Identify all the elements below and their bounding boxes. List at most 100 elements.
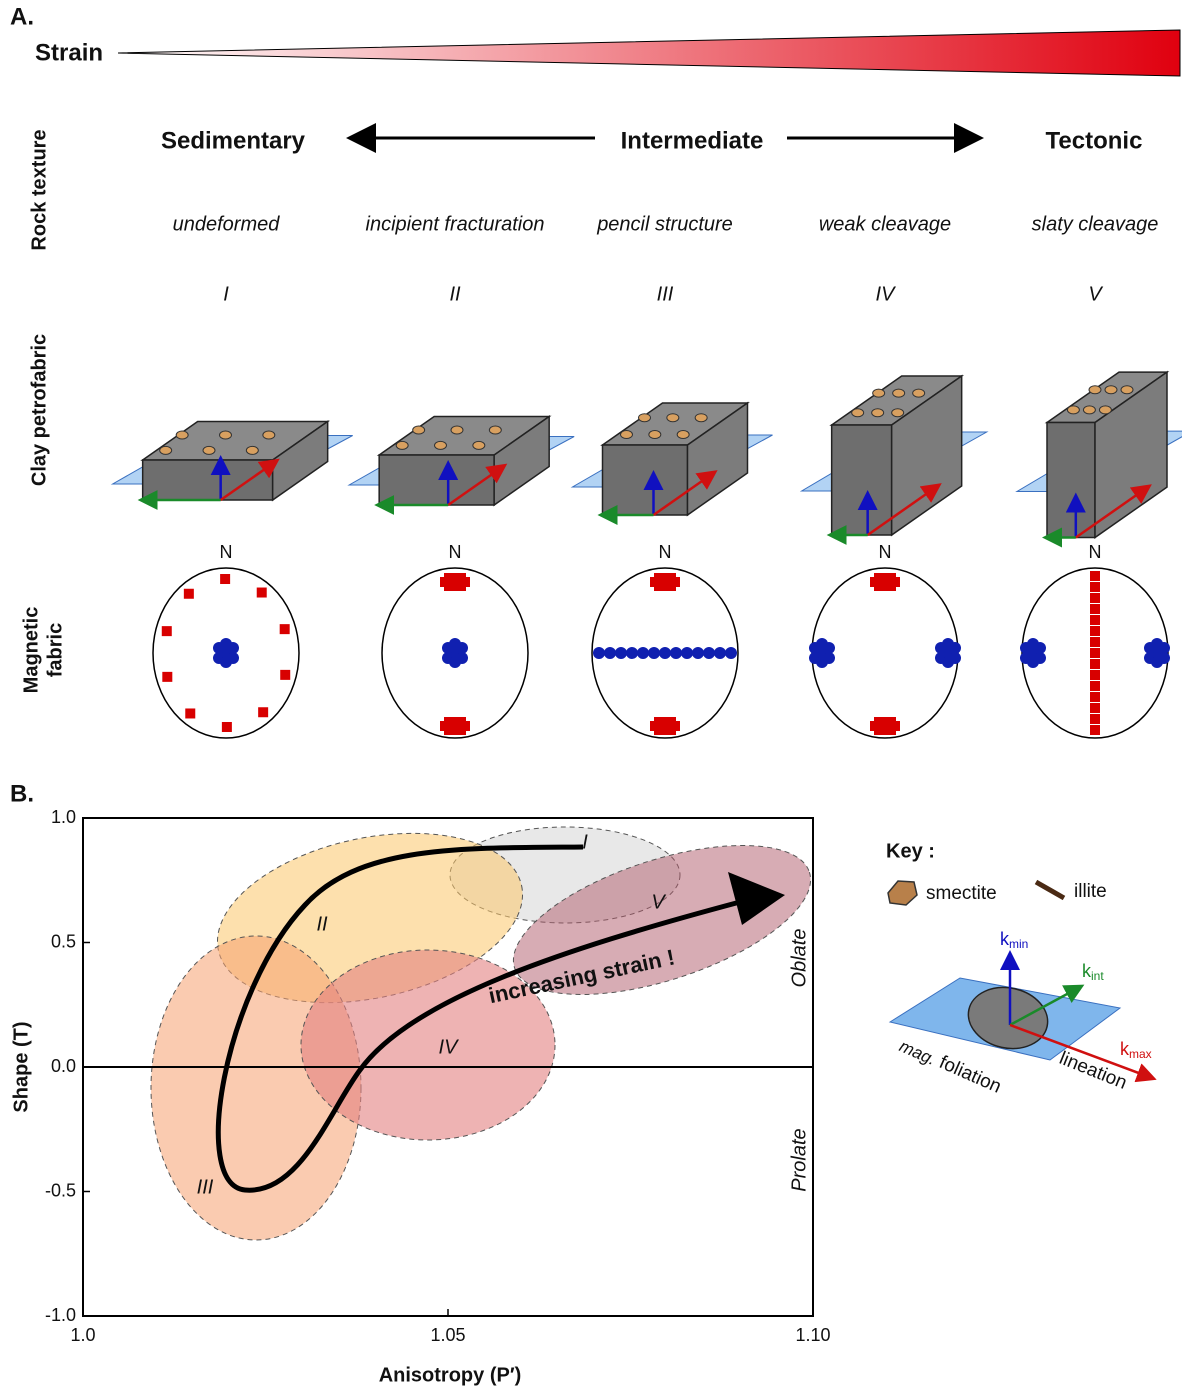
kmax-point xyxy=(1090,725,1100,735)
kmin-point xyxy=(604,647,616,659)
kmax-point xyxy=(1090,593,1100,603)
kmin-point xyxy=(659,647,671,659)
texture-class: Sedimentary xyxy=(161,127,306,154)
texture-name: weak cleavage xyxy=(819,213,951,235)
kmax-point xyxy=(460,577,470,587)
north-label: N xyxy=(659,542,672,562)
k-min-label: kmin xyxy=(1000,929,1028,951)
row-label: Magnetic xyxy=(20,607,42,694)
region-label: II xyxy=(316,913,328,935)
kmin-point xyxy=(942,656,954,668)
kmax-point xyxy=(890,577,900,587)
stage-numeral: IV xyxy=(876,283,897,305)
kmax-point xyxy=(440,721,450,731)
stage-numeral: III xyxy=(657,283,674,305)
kmax-point xyxy=(450,581,460,591)
panel-label: B. xyxy=(10,780,34,807)
smectite-grain xyxy=(489,426,501,434)
kmin-point xyxy=(703,647,715,659)
kmax-point xyxy=(1090,615,1100,625)
smectite-grain xyxy=(913,389,925,397)
kmin-point xyxy=(220,638,232,650)
smectite-grain xyxy=(892,409,904,417)
texture-class: Tectonic xyxy=(1046,127,1143,154)
kmax-point xyxy=(1090,692,1100,702)
smectite-grain xyxy=(263,431,275,439)
k-int-label: kint xyxy=(1082,961,1104,983)
kmin-point xyxy=(449,656,461,668)
kmax-point xyxy=(870,721,880,731)
kmax-point xyxy=(1090,648,1100,658)
kmax-point xyxy=(1090,659,1100,669)
kmin-point xyxy=(816,656,828,668)
row-label: Rock texture xyxy=(28,129,50,250)
north-label: N xyxy=(449,542,462,562)
kmax-point xyxy=(1090,703,1100,713)
smectite-grain xyxy=(677,431,689,439)
mag-label: mag. xyxy=(897,1036,939,1069)
smectite-grain xyxy=(451,426,463,434)
illite-label: illite xyxy=(1074,881,1107,902)
kmax-point xyxy=(162,626,172,636)
y-tick-label: -1.0 xyxy=(45,1305,76,1325)
smectite-grain xyxy=(203,446,215,454)
kmax-point xyxy=(258,707,268,717)
kmax-point xyxy=(460,721,470,731)
kmin-point xyxy=(1151,638,1163,650)
y-tick-label: -0.5 xyxy=(45,1180,76,1200)
smectite-grain xyxy=(1121,386,1133,394)
block-front xyxy=(1047,423,1095,538)
smectite-grain xyxy=(1099,406,1111,414)
y-tick-label: 0.0 xyxy=(51,1056,76,1076)
kmin-point xyxy=(615,647,627,659)
y-axis-title: Shape (T) xyxy=(10,1021,32,1112)
prolate-label: Prolate xyxy=(788,1128,810,1191)
smectite-grain xyxy=(639,414,651,422)
texture-name: undeformed xyxy=(173,213,281,235)
x-tick-label: 1.10 xyxy=(795,1325,830,1345)
kmax-point xyxy=(1090,714,1100,724)
block-front xyxy=(603,445,688,515)
smectite-grain xyxy=(621,431,633,439)
kmin-point xyxy=(714,647,726,659)
smectite-label: smectite xyxy=(926,883,997,904)
north-label: N xyxy=(879,542,892,562)
smectite-grain xyxy=(396,441,408,449)
kmax-point xyxy=(184,589,194,599)
texture-name: slaty cleavage xyxy=(1032,213,1159,235)
kmax-point xyxy=(1090,626,1100,636)
kmin-point xyxy=(648,647,660,659)
texture-name: pencil structure xyxy=(596,213,733,235)
kmax-point xyxy=(185,708,195,718)
kmax-point xyxy=(660,725,670,735)
kmax-point xyxy=(1090,637,1100,647)
kmin-point xyxy=(220,656,232,668)
block-front xyxy=(143,460,273,500)
stage-numeral: I xyxy=(223,283,229,305)
figure: A. Strain Rock texture Clay petrofabric … xyxy=(0,0,1182,1392)
y-tick-label: 0.5 xyxy=(51,931,76,951)
region-label: V xyxy=(651,891,666,913)
key-title: Key : xyxy=(886,840,935,862)
kmax-point xyxy=(670,577,680,587)
smectite-grain xyxy=(1089,386,1101,394)
kmin-point xyxy=(725,647,737,659)
oblate-label: Oblate xyxy=(788,929,810,988)
plot: IIIIIIIVVincreasing strain !OblateProlat… xyxy=(83,808,828,1316)
smectite-icon xyxy=(888,881,917,905)
kmax-point xyxy=(650,577,660,587)
y-tick-label: 1.0 xyxy=(51,807,76,827)
kmax-point xyxy=(222,722,232,732)
kmin-point xyxy=(449,638,461,650)
block-front xyxy=(379,455,494,505)
kmax-point xyxy=(220,574,230,584)
x-axis-title: Anisotropy (P′) xyxy=(379,1364,522,1386)
kmax-point xyxy=(890,721,900,731)
smectite-grain xyxy=(1105,386,1117,394)
kmax-point xyxy=(280,624,290,634)
smectite-grain xyxy=(220,431,232,439)
smectite-grain xyxy=(160,446,172,454)
north-label: N xyxy=(220,542,233,562)
smectite-grain xyxy=(473,441,485,449)
